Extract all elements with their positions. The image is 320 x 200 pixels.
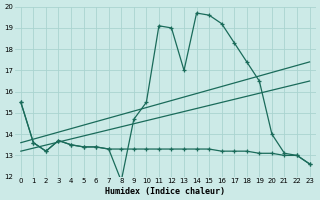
X-axis label: Humidex (Indice chaleur): Humidex (Indice chaleur) [105, 187, 225, 196]
